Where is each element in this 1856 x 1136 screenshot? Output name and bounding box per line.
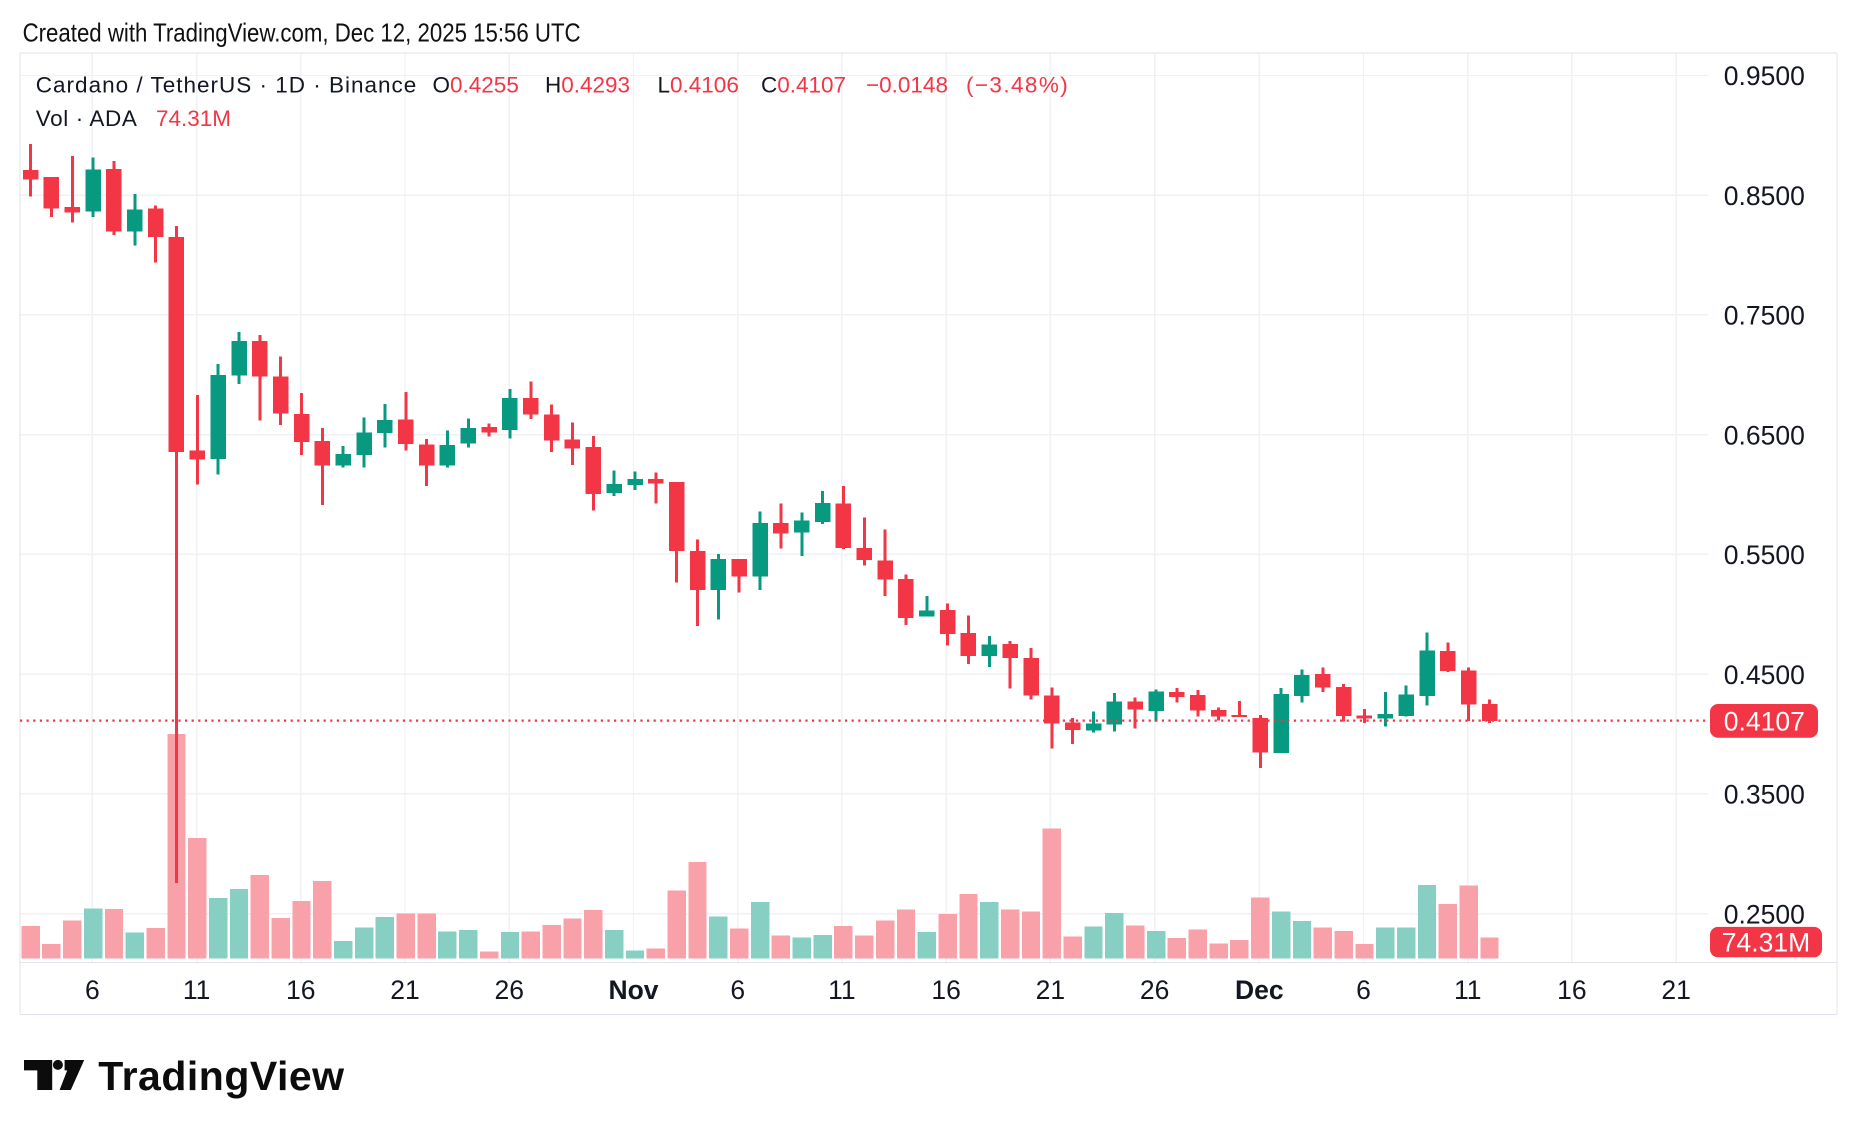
svg-text:0.4107: 0.4107 [1724, 707, 1805, 737]
svg-text:Cardano / TetherUS · 1D · Bina: Cardano / TetherUS · 1D · Binance [36, 72, 418, 97]
svg-text:21: 21 [390, 975, 419, 1005]
svg-text:−0.0148: −0.0148 [866, 72, 948, 97]
svg-text:Dec: Dec [1235, 975, 1284, 1005]
svg-text:26: 26 [495, 975, 524, 1005]
svg-text:11: 11 [828, 975, 856, 1005]
svg-text:11: 11 [1454, 975, 1482, 1005]
svg-text:0.5500: 0.5500 [1724, 540, 1805, 570]
svg-text:O0.4255: O0.4255 [433, 72, 519, 97]
svg-text:21: 21 [1661, 975, 1690, 1005]
svg-text:H0.4293: H0.4293 [545, 72, 630, 97]
svg-text:0.8500: 0.8500 [1724, 181, 1805, 211]
svg-text:L0.4106: L0.4106 [658, 72, 739, 97]
svg-text:0.3500: 0.3500 [1724, 780, 1805, 810]
svg-text:0.2500: 0.2500 [1724, 899, 1805, 929]
svg-text:6: 6 [730, 975, 745, 1005]
svg-text:26: 26 [1140, 975, 1169, 1005]
svg-text:11: 11 [183, 975, 211, 1005]
svg-text:C0.4107: C0.4107 [761, 72, 846, 97]
svg-text:TradingView: TradingView [98, 1053, 344, 1099]
svg-text:21: 21 [1036, 975, 1065, 1005]
svg-text:74.31M: 74.31M [156, 106, 231, 131]
svg-text:16: 16 [286, 975, 315, 1005]
svg-text:0.4500: 0.4500 [1724, 660, 1805, 690]
svg-text:Nov: Nov [608, 975, 658, 1005]
svg-text:Vol · ADA: Vol · ADA [36, 106, 138, 131]
svg-text:6: 6 [85, 975, 100, 1005]
svg-text:16: 16 [931, 975, 960, 1005]
svg-text:(−3.48%): (−3.48%) [966, 72, 1069, 97]
svg-text:74.31M: 74.31M [1722, 928, 1810, 958]
svg-text:6: 6 [1356, 975, 1371, 1005]
svg-text:Created with TradingView.com,: Created with TradingView.com, Dec 12, 20… [23, 18, 581, 48]
svg-text:16: 16 [1557, 975, 1586, 1005]
svg-text:0.9500: 0.9500 [1724, 61, 1805, 91]
svg-text:0.6500: 0.6500 [1724, 420, 1805, 450]
svg-text:0.7500: 0.7500 [1724, 301, 1805, 331]
